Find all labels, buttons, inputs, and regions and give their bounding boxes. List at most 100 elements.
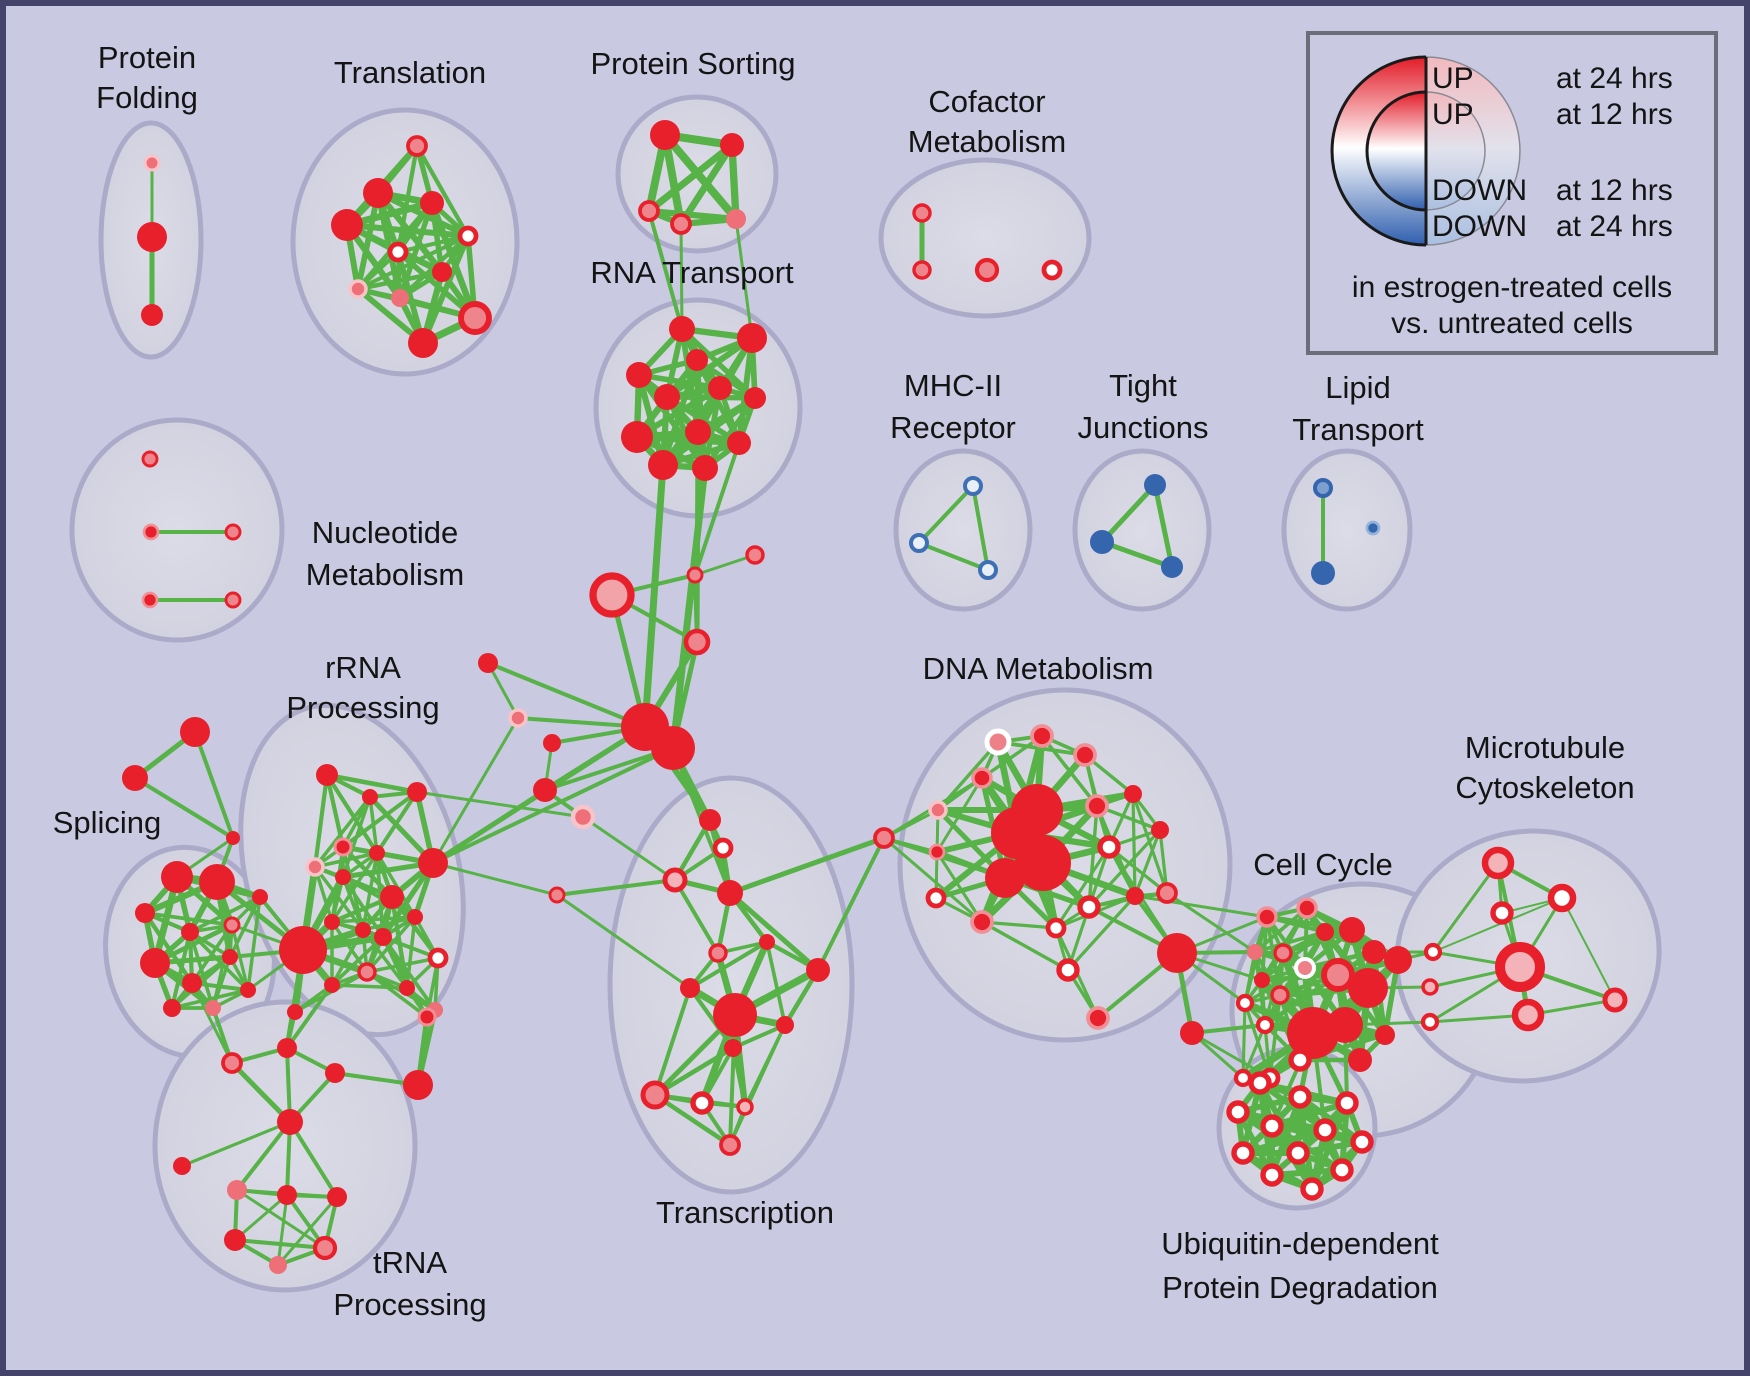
node-dna-metabolism — [1086, 1006, 1110, 1030]
node-cofactor-metabolism — [912, 260, 932, 280]
node-dna-metabolism — [970, 910, 994, 934]
node-dna-metabolism — [1015, 835, 1071, 891]
legend-direction-1: UP — [1432, 98, 1474, 131]
node-dna-metabolism — [1124, 785, 1142, 803]
node-mhc-ii-receptor — [909, 533, 929, 553]
node-trna-processing — [221, 1052, 243, 1074]
node-dna-metabolism — [1085, 794, 1109, 818]
node-backbone — [589, 572, 635, 618]
node-splicing-triangle — [226, 831, 240, 845]
node-trna-processing — [224, 1229, 246, 1251]
node-ubiquitin-degradation — [1313, 1118, 1337, 1142]
node-cell-cycle — [1327, 1007, 1363, 1043]
node-microtubule-cytoskeleton — [1511, 998, 1545, 1032]
node-splicing — [181, 923, 199, 941]
cluster-label-trna-processing: Processing — [333, 1287, 486, 1322]
node-splicing — [135, 903, 155, 923]
node-cofactor-metabolism — [974, 257, 1000, 283]
node-cell-cycle — [1288, 1048, 1312, 1072]
node-ubiquitin-degradation — [1226, 1100, 1250, 1124]
node-splicing-triangle — [122, 765, 148, 791]
edge — [702, 395, 758, 471]
node-rrna-processing — [427, 947, 449, 969]
node-cell-cycle — [1316, 923, 1334, 941]
node-rna-transport — [621, 421, 653, 453]
node-ubiquitin-degradation — [1260, 1163, 1284, 1187]
edge — [743, 1023, 787, 1109]
node-transcription — [713, 993, 757, 1037]
node-nucleotide-metabolism — [141, 591, 159, 609]
legend-time-3: at 24 hrs — [1556, 210, 1673, 243]
node-backbone — [508, 708, 528, 728]
node-rna-transport — [692, 455, 718, 481]
node-cell-cycle — [1255, 1015, 1275, 1035]
edge — [1253, 930, 1327, 954]
edge — [313, 851, 379, 869]
node-splicing — [205, 1000, 221, 1016]
edge — [193, 730, 235, 840]
node-translation — [363, 178, 393, 208]
node-dna-metabolism — [1045, 917, 1067, 939]
node-rrna-processing — [407, 782, 427, 802]
edge — [1190, 1031, 1272, 1080]
node-splicing — [223, 916, 241, 934]
edge — [431, 716, 520, 865]
edge — [188, 895, 262, 934]
node-mhc-ii-receptor — [963, 476, 983, 496]
legend-footer-line-1: vs. untreated cells — [1391, 307, 1633, 340]
legend-direction-2: DOWN — [1432, 174, 1527, 207]
node-transcription — [759, 934, 775, 950]
node-rrna-processing — [279, 926, 327, 974]
node-microtubule-cytoskeleton — [1421, 978, 1439, 996]
edge — [645, 141, 736, 215]
cluster-ellipse-cofactor-metabolism — [878, 157, 1092, 319]
cluster-label-transcription: Transcription — [656, 1195, 834, 1230]
edge — [367, 794, 436, 866]
edge — [882, 836, 984, 924]
node-rrna-processing — [403, 1070, 433, 1100]
node-dna-metabolism — [1056, 958, 1080, 982]
edge — [1561, 897, 1616, 1001]
edge — [313, 795, 372, 869]
node-transcription — [724, 1039, 742, 1057]
cluster-label-trna-processing: tRNA — [373, 1245, 447, 1280]
node-dna-metabolism — [971, 767, 993, 789]
layer-nodes — [122, 120, 1628, 1274]
node-lipid-transport — [1313, 478, 1333, 498]
edge — [661, 131, 685, 228]
cluster-label-ubiquitin-degradation: Ubiquitin-dependent — [1161, 1226, 1439, 1261]
edge — [180, 1120, 292, 1168]
node-splicing — [161, 861, 193, 893]
node-transcription — [719, 1134, 741, 1156]
node-rna-transport — [727, 431, 751, 455]
legend-time-2: at 12 hrs — [1556, 174, 1673, 207]
node-cell-cycle — [1270, 985, 1290, 1005]
node-protein-sorting — [650, 120, 680, 150]
node-protein-folding — [141, 304, 163, 326]
node-rrna-processing — [362, 789, 378, 805]
node-splicing — [182, 973, 202, 993]
node-cell-cycle — [1362, 940, 1386, 964]
node-rna-transport — [626, 362, 652, 388]
edge — [415, 790, 585, 819]
node-dna-metabolism — [1097, 835, 1121, 859]
edge — [1133, 828, 1162, 898]
node-rrna-processing — [335, 869, 351, 885]
edge — [917, 541, 990, 572]
edge — [288, 1120, 339, 1199]
node-microtubule-cytoskeleton — [1423, 942, 1443, 962]
legend-time-0: at 24 hrs — [1556, 62, 1673, 95]
edge — [229, 1060, 293, 1125]
cluster-label-ubiquitin-degradation: Protein Degradation — [1162, 1270, 1438, 1305]
edge — [1087, 804, 1099, 909]
node-rrna-processing — [324, 914, 340, 930]
node-backbone — [543, 734, 561, 752]
node-ubiquitin-degradation — [1300, 1177, 1324, 1201]
node-ubiquitin-degradation — [1335, 1091, 1359, 1115]
node-rna-transport — [737, 323, 767, 353]
node-dna-metabolism — [925, 887, 947, 909]
edge — [734, 217, 754, 340]
node-ubiquitin-degradation — [1260, 1114, 1284, 1138]
node-cell-cycle — [1287, 1007, 1339, 1059]
node-trna-processing — [269, 1256, 287, 1274]
